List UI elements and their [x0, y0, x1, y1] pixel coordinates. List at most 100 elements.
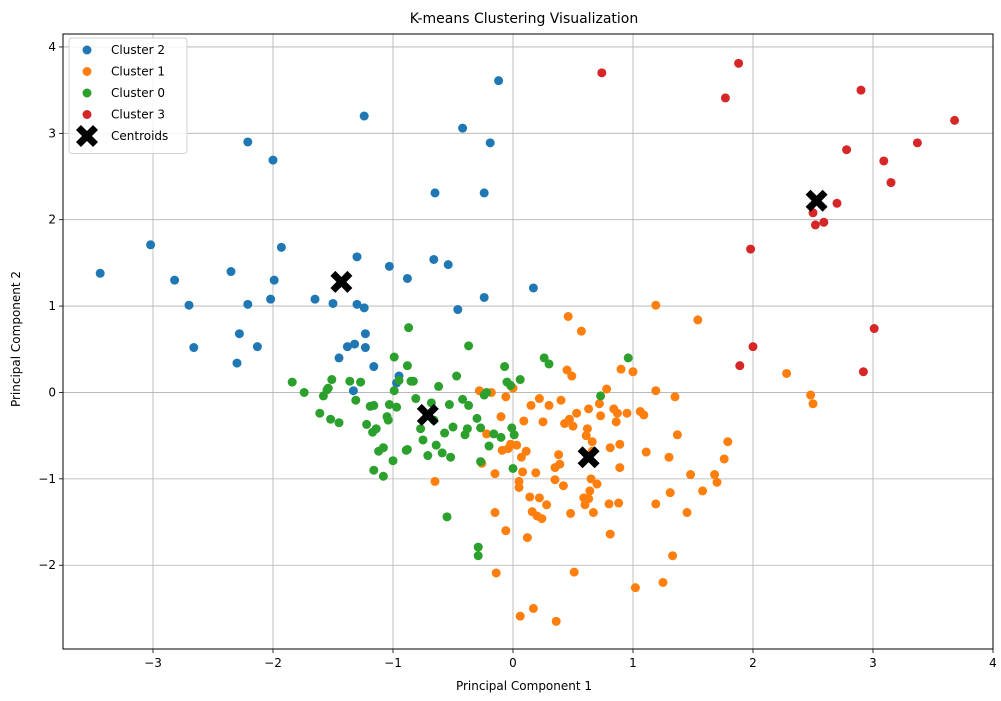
data-point-cluster-1: [806, 390, 816, 400]
data-point-cluster-1: [586, 474, 596, 484]
data-point-cluster-1: [693, 315, 703, 325]
data-point-cluster-0: [323, 383, 333, 393]
data-point-cluster-1: [563, 311, 573, 321]
data-point-cluster-3: [734, 58, 744, 68]
data-point-cluster-1: [602, 384, 612, 394]
data-point-cluster-1: [521, 446, 531, 456]
data-point-cluster-0: [442, 512, 452, 522]
data-point-cluster-0: [327, 375, 337, 385]
data-point-cluster-0: [544, 359, 554, 369]
data-point-cluster-2: [350, 339, 360, 349]
data-point-cluster-2: [243, 137, 253, 147]
data-point-cluster-1: [551, 616, 561, 626]
x-tick-label: −1: [384, 656, 402, 670]
data-point-cluster-2: [266, 294, 276, 304]
data-point-cluster-1: [612, 408, 622, 418]
plot-background: [63, 34, 993, 649]
data-point-cluster-1: [592, 479, 602, 489]
data-point-cluster-3: [886, 178, 896, 188]
data-point-cluster-2: [184, 300, 194, 310]
data-point-cluster-0: [539, 353, 549, 363]
data-point-cluster-3: [735, 361, 745, 371]
data-point-cluster-3: [856, 85, 866, 95]
data-point-cluster-1: [538, 417, 548, 427]
data-point-cluster-1: [616, 364, 626, 374]
legend-marker-cluster-3: [82, 110, 92, 119]
data-point-cluster-0: [440, 428, 450, 438]
plot-frame: [62, 33, 994, 650]
data-point-cluster-1: [682, 508, 692, 518]
data-point-cluster-2: [494, 76, 504, 86]
data-point-cluster-2: [95, 268, 105, 278]
data-point-cluster-2: [334, 353, 344, 363]
data-point-cluster-2: [348, 386, 358, 396]
data-point-cluster-1: [564, 414, 574, 424]
data-point-cluster-1: [664, 452, 674, 462]
data-point-cluster-2: [359, 303, 369, 313]
data-point-cluster-1: [525, 492, 535, 502]
data-point-cluster-1: [719, 454, 729, 464]
data-point-cluster-1: [501, 526, 511, 536]
data-point-cluster-2: [234, 329, 244, 339]
data-point-cluster-1: [519, 416, 529, 426]
data-point-cluster-0: [334, 418, 344, 428]
data-point-cluster-2: [429, 254, 439, 264]
data-point-cluster-1: [615, 463, 625, 473]
data-point-cluster-1: [588, 508, 598, 518]
data-point-cluster-1: [572, 408, 582, 418]
data-point-cluster-2: [359, 111, 369, 121]
y-tick-label: 1: [48, 299, 56, 313]
data-point-cluster-1: [698, 486, 708, 496]
data-point-cluster-2: [485, 138, 495, 148]
data-point-cluster-1: [639, 410, 649, 420]
data-point-cluster-0: [484, 441, 494, 451]
centroid-marker: [416, 403, 439, 426]
data-point-cluster-0: [371, 424, 381, 434]
data-point-cluster-3: [810, 220, 820, 230]
data-point-cluster-1: [554, 450, 564, 460]
data-point-cluster-0: [482, 387, 492, 397]
data-point-cluster-2: [269, 275, 279, 285]
data-point-cluster-2: [443, 260, 453, 270]
data-point-cluster-3: [748, 342, 758, 352]
data-point-cluster-1: [670, 392, 680, 402]
data-point-cluster-1: [496, 412, 506, 422]
data-point-cluster-1: [585, 486, 595, 496]
data-point-cluster-1: [537, 514, 547, 524]
data-point-cluster-0: [464, 400, 474, 410]
data-point-cluster-1: [605, 443, 615, 453]
data-point-cluster-2: [528, 283, 538, 293]
data-point-cluster-0: [287, 377, 297, 387]
data-point-cluster-1: [490, 508, 500, 518]
series-cluster-2: [95, 76, 538, 396]
data-point-cluster-0: [411, 394, 421, 404]
data-point-cluster-1: [782, 368, 792, 378]
data-point-cluster-1: [587, 437, 597, 447]
y-tick-label: 3: [48, 126, 56, 140]
legend-box: [68, 37, 188, 154]
data-point-cluster-1: [641, 447, 651, 457]
data-point-cluster-2: [369, 362, 379, 372]
x-axis-ticks: −3 −2 −1 0 1 2 3 4: [144, 649, 997, 670]
centroid-marker: [577, 446, 600, 469]
data-point-cluster-1: [567, 371, 577, 381]
legend-marker-cluster-1: [82, 67, 92, 76]
data-point-cluster-0: [473, 542, 483, 552]
data-point-cluster-0: [446, 452, 456, 462]
x-tick-label: 3: [869, 656, 877, 670]
data-point-cluster-1: [615, 439, 625, 449]
data-point-cluster-1: [651, 499, 661, 509]
data-point-cluster-1: [490, 469, 500, 479]
data-point-cluster-2: [252, 342, 262, 352]
x-tick-label: 1: [629, 656, 637, 670]
data-point-cluster-1: [712, 477, 722, 487]
data-point-cluster-2: [310, 294, 320, 304]
data-point-cluster-1: [622, 408, 632, 418]
data-point-cluster-0: [351, 395, 361, 405]
data-point-cluster-0: [416, 424, 426, 434]
data-point-cluster-1: [501, 392, 511, 402]
data-point-cluster-1: [528, 603, 538, 613]
data-point-cluster-3: [842, 145, 852, 155]
plot-area: −3 −2 −1 0 1 2 3 4 −2 −1 0 1 2 3 4: [38, 33, 997, 670]
legend-marker-cluster-0: [82, 88, 92, 98]
